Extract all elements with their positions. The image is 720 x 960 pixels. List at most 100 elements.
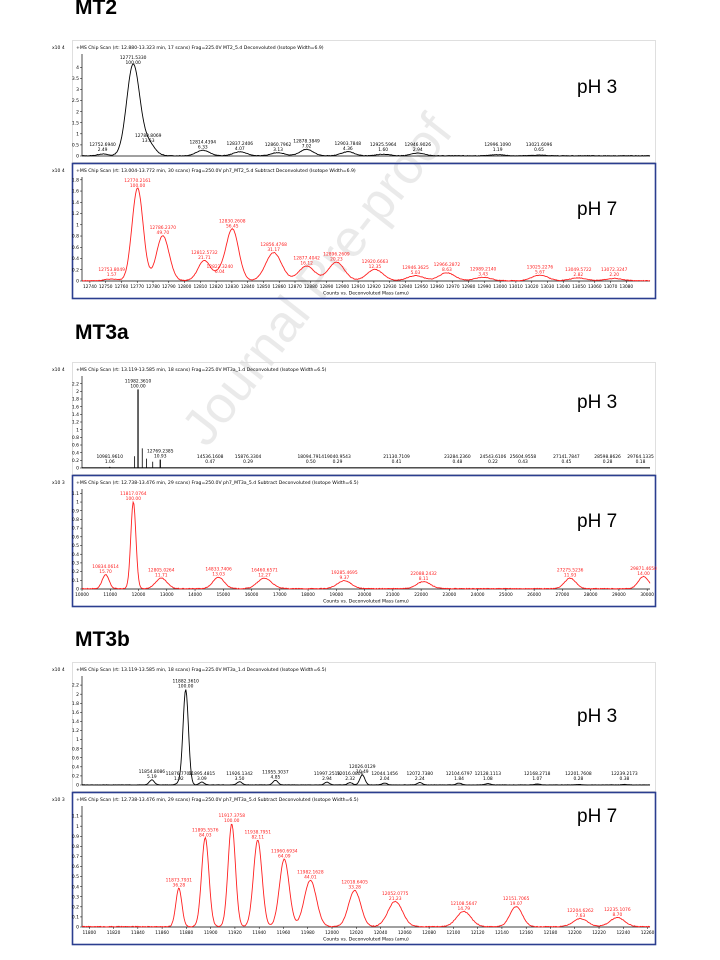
- peak-mass-label: 12860.7962: [265, 142, 292, 148]
- peak-percent-label: 15.70: [99, 569, 112, 575]
- peak-percent-label: 9.37: [340, 575, 350, 581]
- peak-percent-label: 49.70: [157, 230, 170, 236]
- x-tick-label: 19000: [329, 592, 343, 598]
- peak-percent-label: 1.08: [483, 776, 493, 782]
- x-tick-label: 23000: [443, 592, 457, 598]
- x-tick-label: 12120: [471, 930, 485, 936]
- peak-percent-label: 0.65: [534, 147, 544, 153]
- peak-mass-label: 12770.2161: [124, 178, 151, 184]
- x-tick-label: 24000: [471, 592, 485, 598]
- peak-mass-label: 12896.2609: [323, 251, 350, 257]
- peak-percent-label: 10.49: [356, 769, 369, 775]
- y-tick-label: 1.4: [72, 719, 79, 725]
- x-tick-label: 12990: [477, 284, 491, 290]
- peak-percent-label: 0.50: [306, 459, 316, 465]
- x-tick-label: 12080: [422, 930, 436, 936]
- y-tick-label: 0.4: [72, 256, 79, 262]
- peak-percent-label: 1.06: [105, 459, 115, 465]
- chart-mt3a-ph3: x10 4 +MS Chip Scan (rt: 13.119-13.585 mi…: [52, 362, 656, 475]
- section-title-mt3b: MT3b: [75, 628, 130, 651]
- panel-frame: [71, 791, 657, 946]
- x-tick-label: 12060: [398, 930, 412, 936]
- y-tick-label: 0.7: [72, 526, 79, 532]
- peak-percent-label: 1.60: [378, 147, 388, 153]
- y-tick-label: 1.8: [72, 177, 79, 183]
- y-tick-label: 0.9: [72, 508, 79, 514]
- y-tick-label: 1.1: [72, 491, 79, 497]
- x-tick-label: 12020: [349, 930, 363, 936]
- peak-percent-label: 0.45: [562, 459, 572, 465]
- peak-percent-label: 2.32: [345, 776, 355, 782]
- peak-percent-label: 0.43: [518, 459, 528, 465]
- x-tick-label: 13010: [509, 284, 523, 290]
- ph-label: pH 3: [577, 392, 618, 413]
- y-tick-label: 1: [76, 737, 79, 743]
- peak-mass-label: 11938.7951: [244, 829, 271, 835]
- x-tick-label: 16000: [245, 592, 259, 598]
- peak-percent-label: 100.00: [130, 183, 146, 189]
- peak-percent-label: 100.00: [125, 60, 141, 66]
- peak-percent-label: 84.03: [199, 832, 212, 838]
- x-tick-label: 13070: [604, 284, 618, 290]
- peak-percent-label: 44.01: [304, 875, 317, 881]
- scan-header: +MS Chip Scan (rt: 13.004-13.772 min, 30…: [76, 168, 356, 174]
- y-tick-label: 0: [76, 925, 79, 931]
- x-tick-label: 26000: [527, 592, 541, 598]
- chart-mt2-ph3-svg: x10 4 +MS Chip Scan (rt: 12.880-13.323 mi…: [52, 40, 656, 163]
- x-tick-label: 12100: [447, 930, 461, 936]
- chart-mt2-ph3: x10 4 +MS Chip Scan (rt: 12.880-13.323 mi…: [52, 40, 656, 163]
- x-tick-label: 12840: [241, 284, 255, 290]
- y-tick-label: 0.4: [72, 450, 79, 456]
- peak-mass-label: 12753.8049: [98, 267, 125, 273]
- peak-mass-label: 10834.0614: [92, 564, 119, 570]
- peak-percent-label: 0.29: [243, 459, 253, 465]
- peak-mass-label: 12822.3240: [207, 264, 234, 270]
- peak-mass-label: 29764.1335: [627, 454, 654, 460]
- peak-mass-label: 22088.2432: [410, 571, 437, 577]
- y-tick-label: 0.8: [72, 746, 79, 752]
- x-tick-label: 11980: [301, 930, 315, 936]
- x-tick-label: 13040: [556, 284, 570, 290]
- peak-mass-label: 27141.7847: [553, 454, 580, 460]
- peak-mass-label: 12026.0129: [349, 764, 376, 770]
- peak-percent-label: 11.71: [155, 573, 168, 579]
- panel-frame: [71, 474, 657, 608]
- chart-mt2-ph7: x10 4 +MS Chip Scan (rt: 13.004-13.772 mi…: [52, 162, 657, 300]
- peak-mass-label: 12966.2872: [434, 262, 461, 268]
- y-tick-label: 0.8: [72, 234, 79, 240]
- peak-mass-label: 12946.9026: [404, 142, 431, 148]
- peak-percent-label: 3.09: [197, 776, 207, 782]
- scan-header: +MS Chip Scan (rt: 12.738-13.476 min, 29…: [76, 480, 359, 486]
- x-tick-label: 11940: [252, 930, 266, 936]
- y-tick-label: 3: [76, 87, 79, 93]
- y-tick-label: 0.2: [72, 569, 79, 575]
- scale-label: x10 4: [52, 367, 65, 373]
- x-tick-label: 11820: [107, 930, 121, 936]
- y-tick-label: 0.5: [72, 143, 79, 149]
- y-tick-label: 0.6: [72, 534, 79, 540]
- chart-mt2-ph7-svg: x10 4 +MS Chip Scan (rt: 13.004-13.772 mi…: [52, 162, 657, 300]
- peak-mass-label: 12168.2718: [524, 771, 551, 777]
- x-tick-label: 20000: [358, 592, 372, 598]
- x-tick-label: 12910: [351, 284, 365, 290]
- x-tick-label: 28000: [584, 592, 598, 598]
- x-tick-label: 27000: [556, 592, 570, 598]
- peak-mass-label: 12752.6940: [89, 142, 116, 148]
- y-tick-label: 0.2: [72, 458, 79, 464]
- y-tick-label: 1.6: [72, 189, 79, 195]
- peak-percent-label: 6.33: [198, 144, 208, 150]
- peak-mass-label: 11926.1342: [226, 771, 253, 777]
- peak-percent-label: 2.94: [413, 147, 423, 153]
- panel-frame: [72, 40, 656, 163]
- x-tick-label: 12900: [335, 284, 349, 290]
- peak-percent-label: 56.45: [226, 223, 239, 229]
- peak-mass-label: 11876.7708: [166, 771, 193, 777]
- y-tick-label: 1.2: [72, 420, 79, 426]
- peak-mass-label: 12989.2140: [470, 267, 497, 273]
- panel-frame: [71, 162, 657, 300]
- y-tick-label: 0.8: [72, 844, 79, 850]
- section-title-mt2: MT2: [75, 0, 117, 19]
- peak-mass-label: 13072.3247: [601, 267, 628, 273]
- peak-percent-label: 8.11: [419, 576, 429, 582]
- peak-percent-label: 6.04: [215, 269, 225, 275]
